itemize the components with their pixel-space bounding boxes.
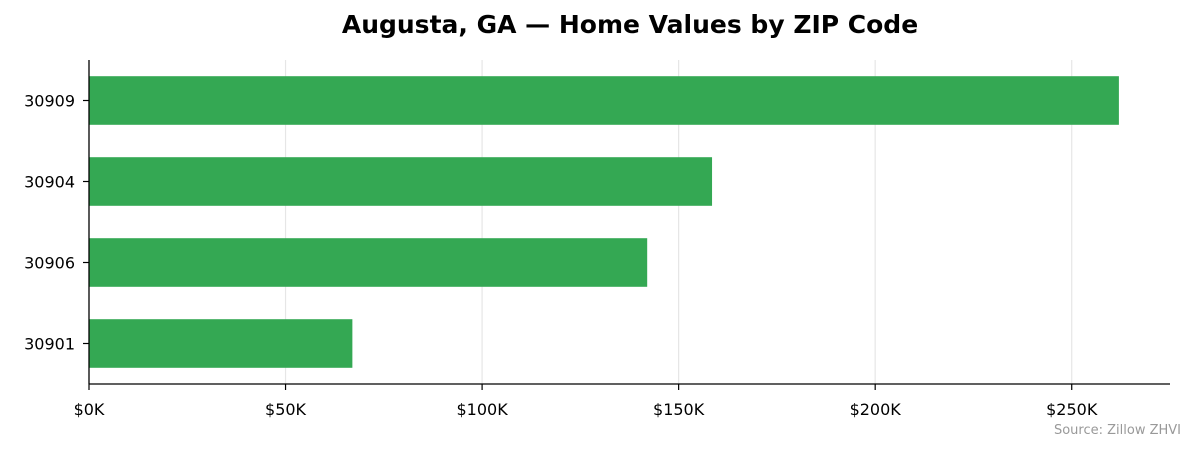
bar-30909 bbox=[89, 76, 1119, 125]
x-tick-label: $250K bbox=[1046, 400, 1098, 419]
y-tick-label: 30906 bbox=[24, 254, 75, 273]
y-tick-label: 30909 bbox=[24, 92, 75, 111]
source-note: Source: Zillow ZHVI bbox=[1053, 423, 1181, 438]
x-tick-label: $150K bbox=[653, 400, 705, 419]
axes bbox=[88, 60, 1170, 385]
bars bbox=[89, 76, 1119, 368]
ticks: $0K $50K $100K $150K $200K $250K 30909 30904 309… bbox=[24, 92, 1098, 420]
x-tick-label: $200K bbox=[850, 400, 902, 419]
bar-30904 bbox=[89, 157, 713, 206]
chart-title: Augusta, GA — Home Values by ZIP Code bbox=[341, 10, 919, 39]
x-tick-label: $50K bbox=[265, 400, 307, 419]
bar-30901 bbox=[89, 319, 353, 368]
y-tick-label: 30901 bbox=[24, 335, 75, 354]
x-tick-label: $0K bbox=[74, 400, 105, 419]
y-tick-label: 30904 bbox=[24, 173, 75, 192]
bar-30906 bbox=[89, 238, 648, 287]
x-tick-label: $100K bbox=[456, 400, 508, 419]
